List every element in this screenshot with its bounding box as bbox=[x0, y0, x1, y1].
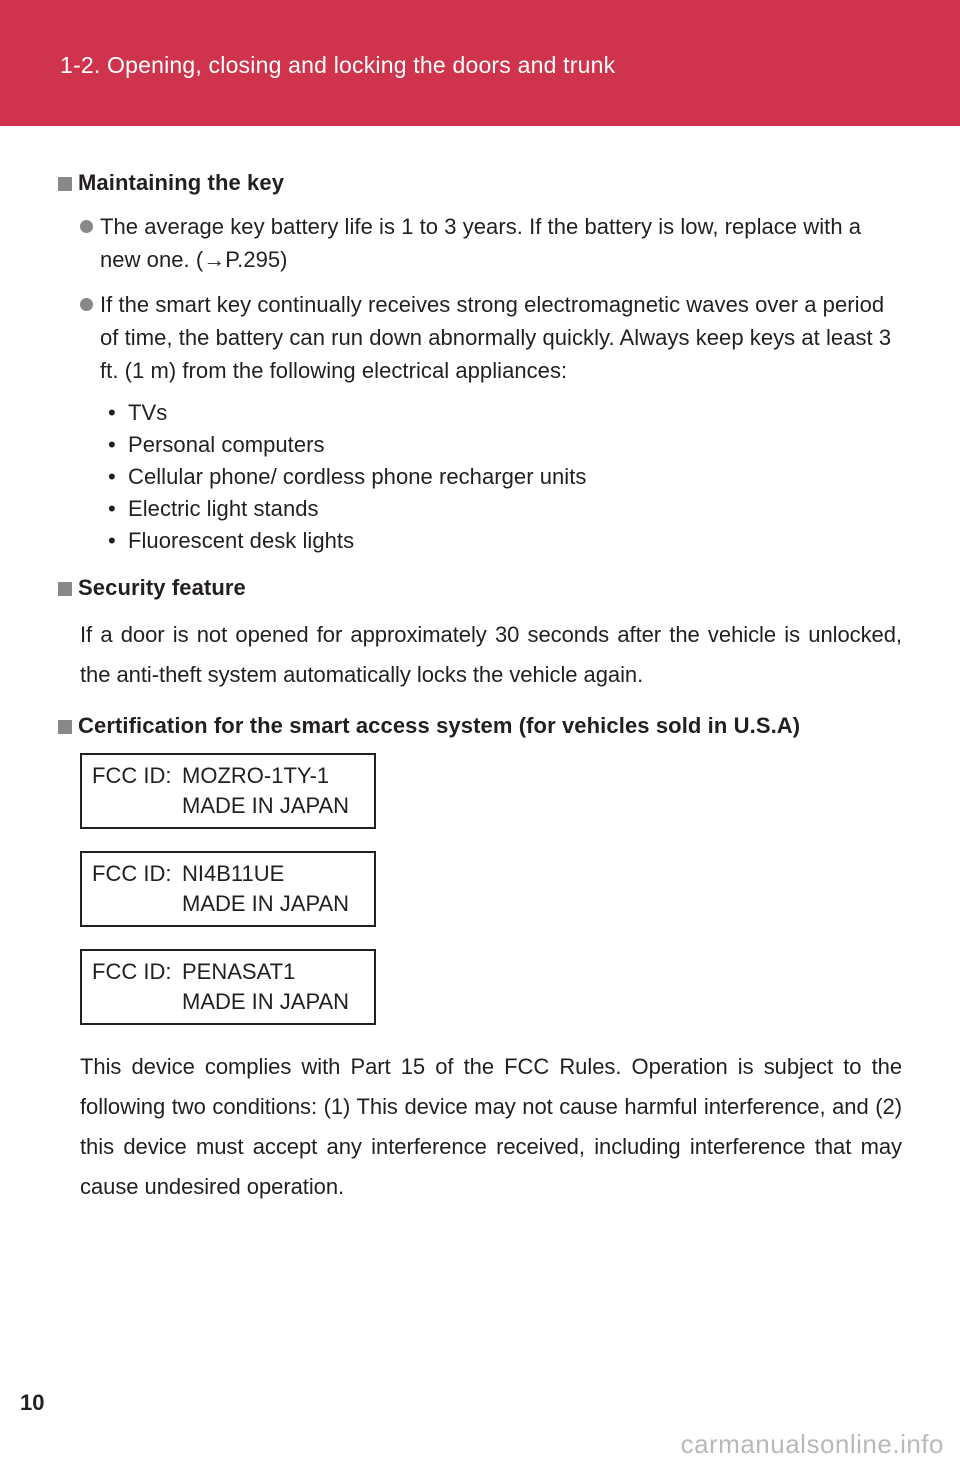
fcc-label: FCC ID: bbox=[92, 859, 182, 889]
fcc-id-box: FCC ID: MOZRO-1TY-1 MADE IN JAPAN bbox=[80, 753, 376, 829]
sub-item: Fluorescent desk lights bbox=[108, 525, 902, 557]
bullet-list: The average key battery life is 1 to 3 y… bbox=[58, 210, 902, 557]
heading-text: Maintaining the key bbox=[78, 170, 284, 195]
section-maintaining-key: Maintaining the key The average key batt… bbox=[58, 170, 902, 557]
square-bullet-icon bbox=[58, 177, 72, 191]
page-header: 1-2. Opening, closing and locking the do… bbox=[0, 0, 960, 126]
paragraph: This device complies with Part 15 of the… bbox=[58, 1047, 902, 1207]
sub-list: TVs Personal computers Cellular phone/ c… bbox=[100, 397, 902, 557]
fcc-id-value: NI4B11UE bbox=[182, 859, 284, 889]
bullet-item: The average key battery life is 1 to 3 y… bbox=[80, 210, 902, 276]
fcc-made-in: MADE IN JAPAN bbox=[92, 791, 364, 821]
sub-item: Personal computers bbox=[108, 429, 902, 461]
section-heading: Maintaining the key bbox=[58, 170, 902, 196]
section-security-feature: Security feature If a door is not opened… bbox=[58, 575, 902, 695]
fcc-id-value: PENASAT1 bbox=[182, 957, 295, 987]
bullet-text: If the smart key continually receives st… bbox=[100, 292, 891, 383]
sub-item: Electric light stands bbox=[108, 493, 902, 525]
fcc-made-in: MADE IN JAPAN bbox=[92, 987, 364, 1017]
page-number: 10 bbox=[20, 1390, 44, 1416]
section-certification: Certification for the smart access syste… bbox=[58, 713, 902, 1207]
fcc-id-box: FCC ID: PENASAT1 MADE IN JAPAN bbox=[80, 949, 376, 1025]
section-heading: Security feature bbox=[58, 575, 902, 601]
fcc-label: FCC ID: bbox=[92, 957, 182, 987]
paragraph: If a door is not opened for approximatel… bbox=[58, 615, 902, 695]
square-bullet-icon bbox=[58, 582, 72, 596]
watermark: carmanualsonline.info bbox=[681, 1429, 944, 1460]
square-bullet-icon bbox=[58, 720, 72, 734]
sub-item: Cellular phone/ cordless phone recharger… bbox=[108, 461, 902, 493]
fcc-id-box: FCC ID: NI4B11UE MADE IN JAPAN bbox=[80, 851, 376, 927]
page-content: Maintaining the key The average key batt… bbox=[0, 126, 960, 1207]
heading-text: Certification for the smart access syste… bbox=[78, 713, 800, 738]
fcc-id-value: MOZRO-1TY-1 bbox=[182, 761, 329, 791]
section-heading: Certification for the smart access syste… bbox=[58, 713, 902, 739]
sub-item: TVs bbox=[108, 397, 902, 429]
fcc-made-in: MADE IN JAPAN bbox=[92, 889, 364, 919]
header-title: 1-2. Opening, closing and locking the do… bbox=[60, 52, 960, 79]
fcc-label: FCC ID: bbox=[92, 761, 182, 791]
heading-text: Security feature bbox=[78, 575, 246, 600]
bullet-item: If the smart key continually receives st… bbox=[80, 288, 902, 557]
